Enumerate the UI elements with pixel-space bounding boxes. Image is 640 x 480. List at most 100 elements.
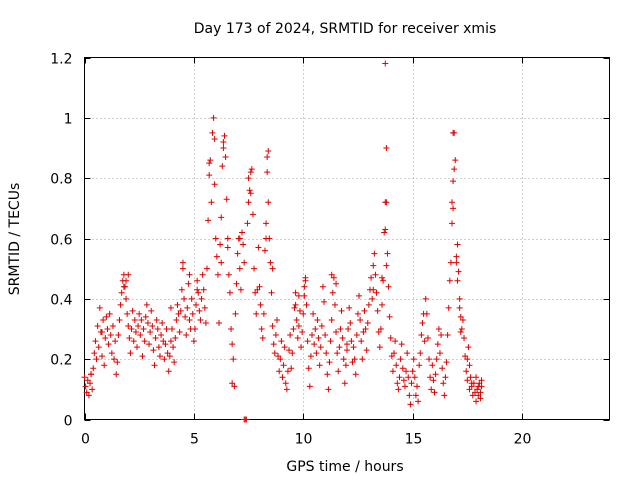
- data-point: [391, 350, 398, 357]
- y-tick-label: 1.2: [50, 52, 72, 68]
- data-point: [380, 277, 387, 284]
- data-point: [432, 371, 439, 378]
- data-point: [311, 341, 318, 348]
- data-point: [112, 338, 119, 345]
- data-point: [126, 335, 133, 342]
- data-point: [451, 129, 458, 136]
- data-point: [303, 301, 310, 308]
- data-point: [212, 235, 219, 242]
- data-point: [255, 244, 262, 251]
- data-point: [179, 259, 186, 266]
- data-point: [181, 295, 188, 302]
- data-point: [274, 316, 280, 323]
- data-point: [261, 247, 268, 254]
- data-point: [208, 199, 215, 206]
- data-point: [300, 310, 307, 317]
- data-point: [364, 319, 371, 326]
- data-point: [232, 310, 239, 317]
- data-point: [252, 289, 259, 296]
- data-point: [165, 368, 172, 375]
- data-point: [427, 374, 434, 381]
- data-point: [424, 335, 431, 342]
- data-point: [383, 262, 390, 269]
- data-point: [454, 277, 461, 284]
- data-point: [361, 307, 368, 314]
- data-point: [211, 135, 218, 142]
- data-point: [257, 301, 264, 308]
- data-point: [280, 362, 287, 369]
- data-point: [108, 350, 115, 357]
- data-point: [224, 235, 231, 242]
- data-point: [284, 368, 291, 375]
- data-point: [241, 259, 248, 266]
- data-point: [160, 338, 167, 345]
- data-point: [164, 350, 171, 357]
- data-point: [200, 286, 207, 293]
- data-point: [241, 416, 248, 423]
- data-point: [452, 157, 459, 164]
- data-point: [102, 335, 109, 342]
- data-point: [296, 307, 303, 314]
- data-point: [293, 316, 300, 323]
- data-point: [263, 235, 270, 242]
- data-point: [318, 322, 325, 329]
- data-point: [411, 374, 418, 381]
- data-point: [223, 196, 230, 203]
- data-point: [222, 154, 229, 161]
- data-point: [426, 356, 433, 363]
- data-point: [435, 326, 442, 332]
- data-point: [278, 338, 285, 345]
- data-point: [316, 362, 323, 369]
- data-point: [345, 326, 352, 332]
- data-point: [239, 229, 245, 236]
- data-point: [349, 359, 356, 366]
- data-point: [269, 322, 276, 329]
- x-tick-label: 10: [295, 432, 313, 448]
- data-point: [312, 326, 319, 332]
- data-point: [136, 310, 143, 317]
- data-point: [131, 316, 138, 323]
- data-point: [286, 347, 293, 354]
- data-point: [464, 356, 471, 363]
- data-point: [295, 322, 302, 329]
- data-point: [245, 199, 252, 206]
- data-point: [434, 341, 441, 348]
- data-point: [101, 362, 108, 369]
- x-tick-label: 15: [405, 432, 423, 448]
- data-point: [93, 356, 100, 363]
- data-point: [229, 380, 236, 387]
- data-point: [370, 286, 377, 293]
- data-point: [283, 386, 290, 393]
- data-point: [323, 350, 330, 357]
- data-point: [88, 371, 95, 378]
- data-point: [225, 271, 232, 278]
- data-point: [230, 356, 237, 363]
- data-point: [331, 301, 338, 308]
- data-point: [309, 332, 315, 339]
- data-point: [216, 319, 223, 326]
- data-point: [86, 380, 93, 387]
- data-point: [175, 310, 182, 317]
- data-point: [194, 286, 201, 293]
- y-axis-label: SRMTID / TECUs: [7, 183, 23, 296]
- data-point: [358, 338, 365, 345]
- data-point: [89, 386, 96, 393]
- data-point: [125, 271, 132, 278]
- data-point: [393, 362, 400, 369]
- data-point: [92, 338, 99, 345]
- data-point: [412, 392, 419, 399]
- data-point: [190, 338, 197, 345]
- data-point: [259, 335, 266, 342]
- data-point: [146, 341, 153, 348]
- data-point: [473, 374, 480, 381]
- data-point: [109, 322, 116, 329]
- data-point: [414, 383, 420, 390]
- plot-frame: [84, 57, 610, 420]
- data-point: [418, 332, 425, 339]
- data-point: [191, 326, 198, 332]
- data-point: [81, 374, 88, 381]
- data-point: [295, 292, 302, 299]
- data-point: [310, 310, 317, 317]
- data-point: [138, 316, 145, 323]
